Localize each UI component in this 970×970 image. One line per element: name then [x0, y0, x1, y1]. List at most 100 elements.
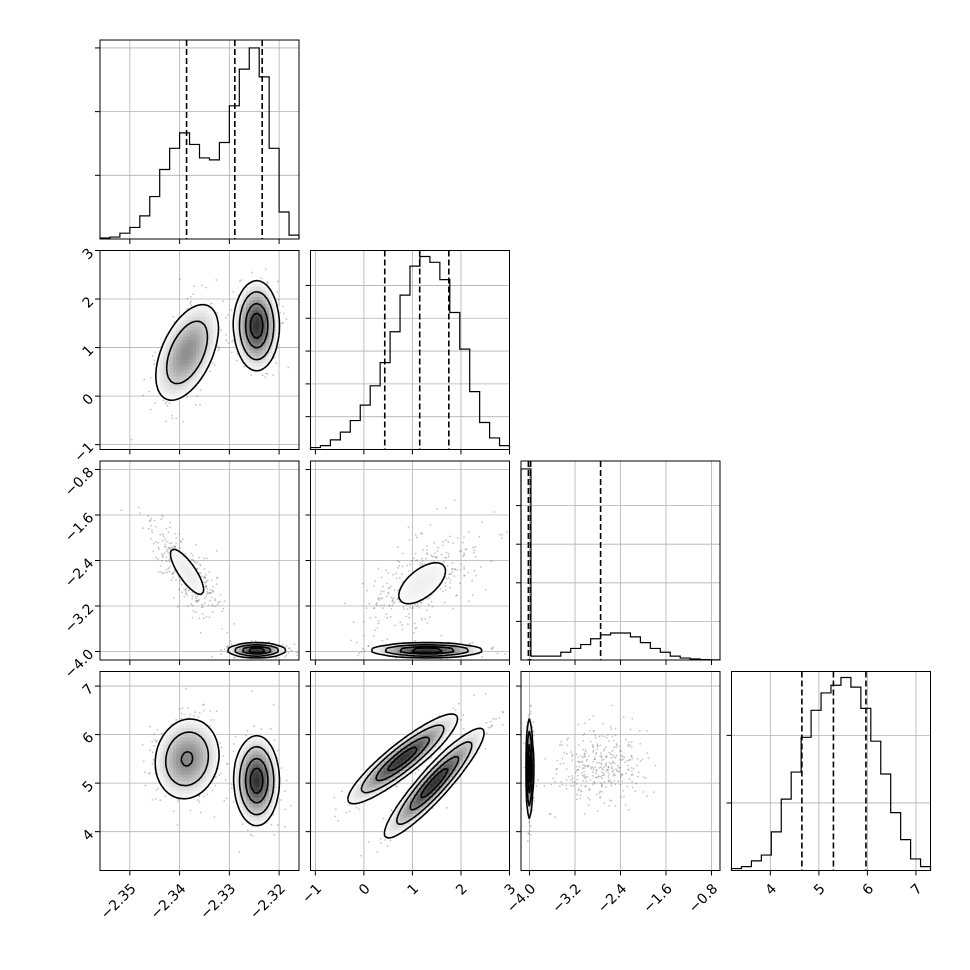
density-cell [206, 737, 210, 742]
density-cell [212, 757, 217, 762]
sample-point [190, 300, 192, 303]
density-cell [199, 764, 204, 768]
density-cell [252, 310, 257, 314]
density-cell [255, 797, 260, 802]
density-cell [176, 389, 180, 394]
density-cell [255, 754, 260, 759]
density-cell [182, 790, 187, 795]
plot-area [333, 693, 510, 857]
density-cell [216, 757, 220, 762]
sample-point [162, 516, 165, 518]
density-cell [209, 737, 214, 742]
density-cell [202, 326, 207, 331]
density-cell [192, 787, 197, 792]
sample-point [170, 547, 173, 550]
sample-point [426, 622, 429, 624]
density-cell [255, 777, 260, 782]
density-cell [429, 653, 434, 657]
density-cell [252, 741, 257, 745]
density-cell [410, 593, 414, 598]
density-cell [255, 306, 260, 311]
sample-point [196, 395, 199, 397]
sample-point [199, 389, 202, 392]
density-cell [209, 333, 214, 338]
sample-point [174, 532, 177, 535]
density-cell [265, 343, 270, 347]
sample-point [379, 592, 382, 595]
density-cell [390, 643, 394, 648]
sample-point [165, 540, 168, 543]
density-cell [163, 780, 167, 785]
density-cell [199, 363, 204, 367]
sample-point [164, 546, 167, 548]
density-cell [182, 557, 187, 561]
density-cell [166, 777, 170, 782]
density-cell [163, 761, 167, 765]
sample-point [191, 616, 194, 619]
density-cell [410, 646, 414, 651]
density-cell [262, 330, 267, 334]
density-cell [265, 807, 270, 812]
density-cell [249, 333, 253, 338]
density-cell [163, 350, 167, 354]
sample-point [296, 654, 299, 657]
density-cell [406, 590, 411, 594]
density-cell [413, 593, 417, 598]
density-cell [469, 646, 474, 651]
density-cell [199, 744, 204, 749]
density-cell [269, 757, 273, 762]
density-cell [406, 587, 411, 591]
density-cell [179, 340, 184, 344]
sample-point [120, 509, 122, 512]
sample-point [141, 744, 144, 746]
sample-point [396, 598, 399, 601]
sample-point [189, 295, 192, 298]
sample-point [211, 585, 214, 588]
density-cell [192, 330, 197, 334]
sample-point [232, 750, 235, 753]
density-cell [182, 366, 187, 371]
density-cell [196, 724, 200, 729]
density-cell [202, 363, 207, 367]
density-cell [265, 300, 270, 304]
sample-point [191, 591, 194, 594]
density-cell [239, 330, 243, 334]
sample-point [193, 285, 196, 288]
density-cell [426, 573, 431, 578]
density-cell [209, 340, 214, 344]
density-cell [166, 754, 170, 759]
sample-point [196, 599, 199, 602]
density-cell [179, 570, 184, 575]
density-cell [189, 326, 194, 331]
density-cell [206, 771, 210, 775]
density-cell [196, 577, 200, 581]
sample-point [381, 585, 384, 588]
sample-point [215, 549, 218, 552]
density-cell [176, 724, 180, 729]
density-cell [262, 363, 267, 367]
sample-point [276, 291, 279, 294]
density-cell [186, 316, 190, 321]
sample-point [451, 567, 453, 570]
density-cell [265, 310, 270, 314]
sample-point [164, 795, 167, 798]
sample-point [492, 717, 495, 720]
sample-point [367, 645, 370, 647]
density-cell [172, 323, 177, 328]
sample-point [377, 596, 380, 599]
sample-point [260, 728, 262, 731]
sample-point [149, 725, 152, 728]
density-cell [156, 376, 160, 381]
density-cell [252, 326, 257, 331]
density-cell [262, 296, 267, 301]
density-cell [159, 757, 164, 762]
sample-point [152, 542, 155, 545]
sample-point [460, 563, 463, 566]
density-cell [182, 744, 187, 749]
density-cell [396, 643, 401, 648]
density-cell [192, 757, 197, 762]
density-cell [176, 356, 180, 361]
sample-point [214, 605, 217, 608]
density-cell [166, 383, 170, 387]
